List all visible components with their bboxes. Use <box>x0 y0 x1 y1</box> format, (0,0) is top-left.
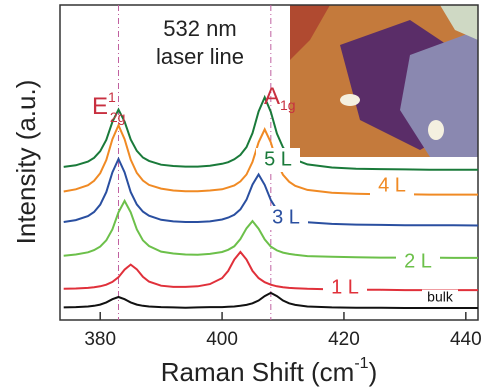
x-axis-title-text: Raman Shift (cm <box>161 357 355 387</box>
peak-label: E1 2g <box>92 89 125 125</box>
inset-photo <box>290 5 478 157</box>
inset-blob <box>340 94 360 106</box>
y-axis-title: Intensity (a.u.) <box>11 80 41 245</box>
peak-label-sup: 1 <box>108 89 116 105</box>
peak-label-sub: 2g <box>110 109 126 125</box>
series-label: 1 L <box>331 276 359 298</box>
x-axis-title: Raman Shift (cm-1) <box>161 355 378 387</box>
x-tick-label: 440 <box>450 329 482 350</box>
series-label: 3 L <box>272 206 300 228</box>
peak-label-base: A <box>264 83 280 110</box>
x-axis-title-sup: -1 <box>354 355 368 372</box>
series-label: 2 L <box>404 250 432 272</box>
x-axis-title-end: ) <box>369 357 378 387</box>
annotation: laser line <box>156 44 244 69</box>
x-tick-label: 420 <box>328 329 360 350</box>
series-label: bulk <box>427 289 454 305</box>
chart: 532 nm laser line Intensity (a.u.) Raman… <box>0 0 482 391</box>
x-tick-label: 400 <box>206 329 238 350</box>
x-tick-label: 380 <box>84 329 116 350</box>
series-label: 4 L <box>378 174 406 196</box>
annotation: 532 nm <box>163 16 236 41</box>
peak-label-sub: 1g <box>280 97 296 113</box>
peak-label-base: E <box>92 93 108 120</box>
inset-blob <box>428 120 444 140</box>
series-label: 5 L <box>264 148 292 170</box>
